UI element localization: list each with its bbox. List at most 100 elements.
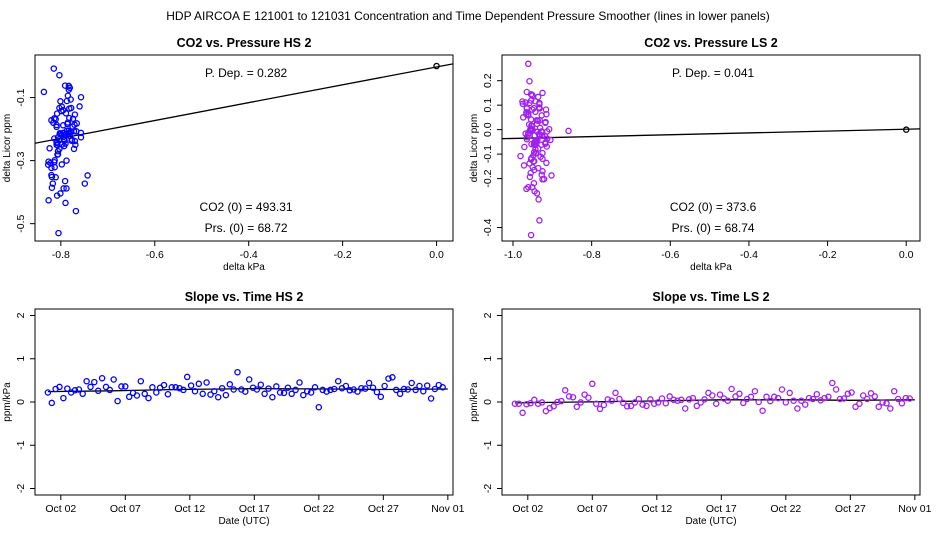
x-tick-label: -0.6 [146, 249, 164, 261]
x-axis-label: Date (UTC) [685, 516, 736, 527]
plot-frame [501, 54, 921, 242]
data-point [53, 121, 60, 129]
data-point [408, 379, 415, 387]
data-point [650, 400, 658, 407]
data-point [674, 397, 681, 404]
plot-area [511, 379, 915, 417]
data-point [60, 185, 67, 192]
data-point [859, 392, 867, 399]
x-tick-label: -0.6 [661, 249, 679, 261]
y-tick-label: -0.4 [482, 218, 494, 236]
data-point [890, 387, 898, 395]
data-point [69, 115, 77, 122]
data-point [358, 384, 365, 392]
data-point [54, 151, 61, 158]
data-point [537, 153, 544, 161]
y-tick-label: -1 [15, 440, 27, 449]
data-point [778, 386, 786, 393]
data-point [191, 387, 199, 395]
data-point [538, 399, 546, 406]
data-point [52, 174, 59, 181]
data-point [381, 382, 388, 390]
data-point [809, 395, 817, 403]
data-point [303, 387, 311, 395]
data-point [46, 145, 53, 152]
data-point [180, 386, 187, 394]
x-tick-label: -0.8 [52, 249, 70, 261]
data-point [87, 383, 94, 391]
data-point [525, 129, 532, 137]
data-point [832, 386, 840, 393]
data-point [894, 395, 902, 403]
data-point [48, 184, 56, 191]
data-point [658, 395, 666, 402]
data-point [141, 390, 148, 398]
data-point [57, 98, 64, 105]
data-point [782, 399, 790, 406]
data-point [65, 82, 73, 90]
x-axis-label: delta kPa [223, 262, 265, 273]
plot-area [502, 60, 920, 239]
data-point [527, 400, 534, 407]
data-point [257, 381, 265, 388]
y-axis-label: ppm/kPa [2, 382, 13, 422]
annotation-p-dep: P. Dep. = 0.282 [205, 66, 288, 80]
data-point [48, 173, 56, 181]
data-point [554, 398, 561, 406]
data-point [763, 393, 770, 401]
data-point [519, 100, 527, 108]
data-point [848, 389, 855, 396]
data-point [242, 388, 249, 395]
data-point [412, 386, 419, 394]
data-point [670, 396, 677, 404]
data-point [110, 376, 117, 383]
y-tick-label: -0.3 [15, 151, 27, 169]
data-point [311, 384, 319, 391]
annotation-p-dep: P. Dep. = 0.041 [672, 66, 755, 80]
data-point [813, 390, 821, 398]
x-tick-label: 0.0 [899, 249, 914, 261]
data-point [296, 379, 303, 386]
data-point [404, 386, 412, 393]
data-point [168, 384, 176, 391]
annotation-co2-0: CO2 (0) = 493.31 [200, 200, 293, 214]
fit-line [502, 128, 920, 140]
y-tick-label: -0.5 [15, 214, 27, 232]
data-point [829, 379, 836, 387]
data-point [585, 394, 592, 401]
data-point [125, 393, 133, 401]
data-point [532, 108, 539, 116]
data-point [529, 92, 536, 99]
data-point [342, 382, 350, 390]
data-point [774, 394, 782, 402]
y-tick-label: -0.2 [482, 169, 494, 187]
data-point [222, 391, 230, 399]
data-point [724, 397, 732, 404]
data-point [327, 386, 334, 394]
data-point [666, 393, 673, 400]
data-point [536, 99, 543, 107]
data-point [526, 173, 534, 181]
data-point [226, 381, 234, 388]
data-point [253, 386, 261, 393]
data-point [77, 134, 85, 141]
x-tick-label: Oct 02 [45, 503, 76, 515]
data-point [71, 137, 79, 145]
data-point [639, 401, 646, 408]
y-tick-label: -1 [482, 440, 494, 449]
x-tick-label: -1.0 [504, 249, 522, 261]
data-point [187, 382, 195, 389]
data-point [53, 141, 60, 149]
y-tick-label: 0 [15, 399, 27, 405]
data-point [643, 402, 650, 410]
data-point [218, 384, 226, 392]
data-point [63, 157, 70, 164]
data-point [63, 185, 70, 192]
data-point [334, 377, 342, 385]
plot-area [44, 368, 448, 411]
data-point [214, 393, 222, 401]
data-point [49, 180, 57, 187]
plot-frame [34, 308, 454, 496]
data-point [64, 385, 71, 392]
chart-title: CO2 vs. Pressure HS 2 [177, 36, 312, 50]
